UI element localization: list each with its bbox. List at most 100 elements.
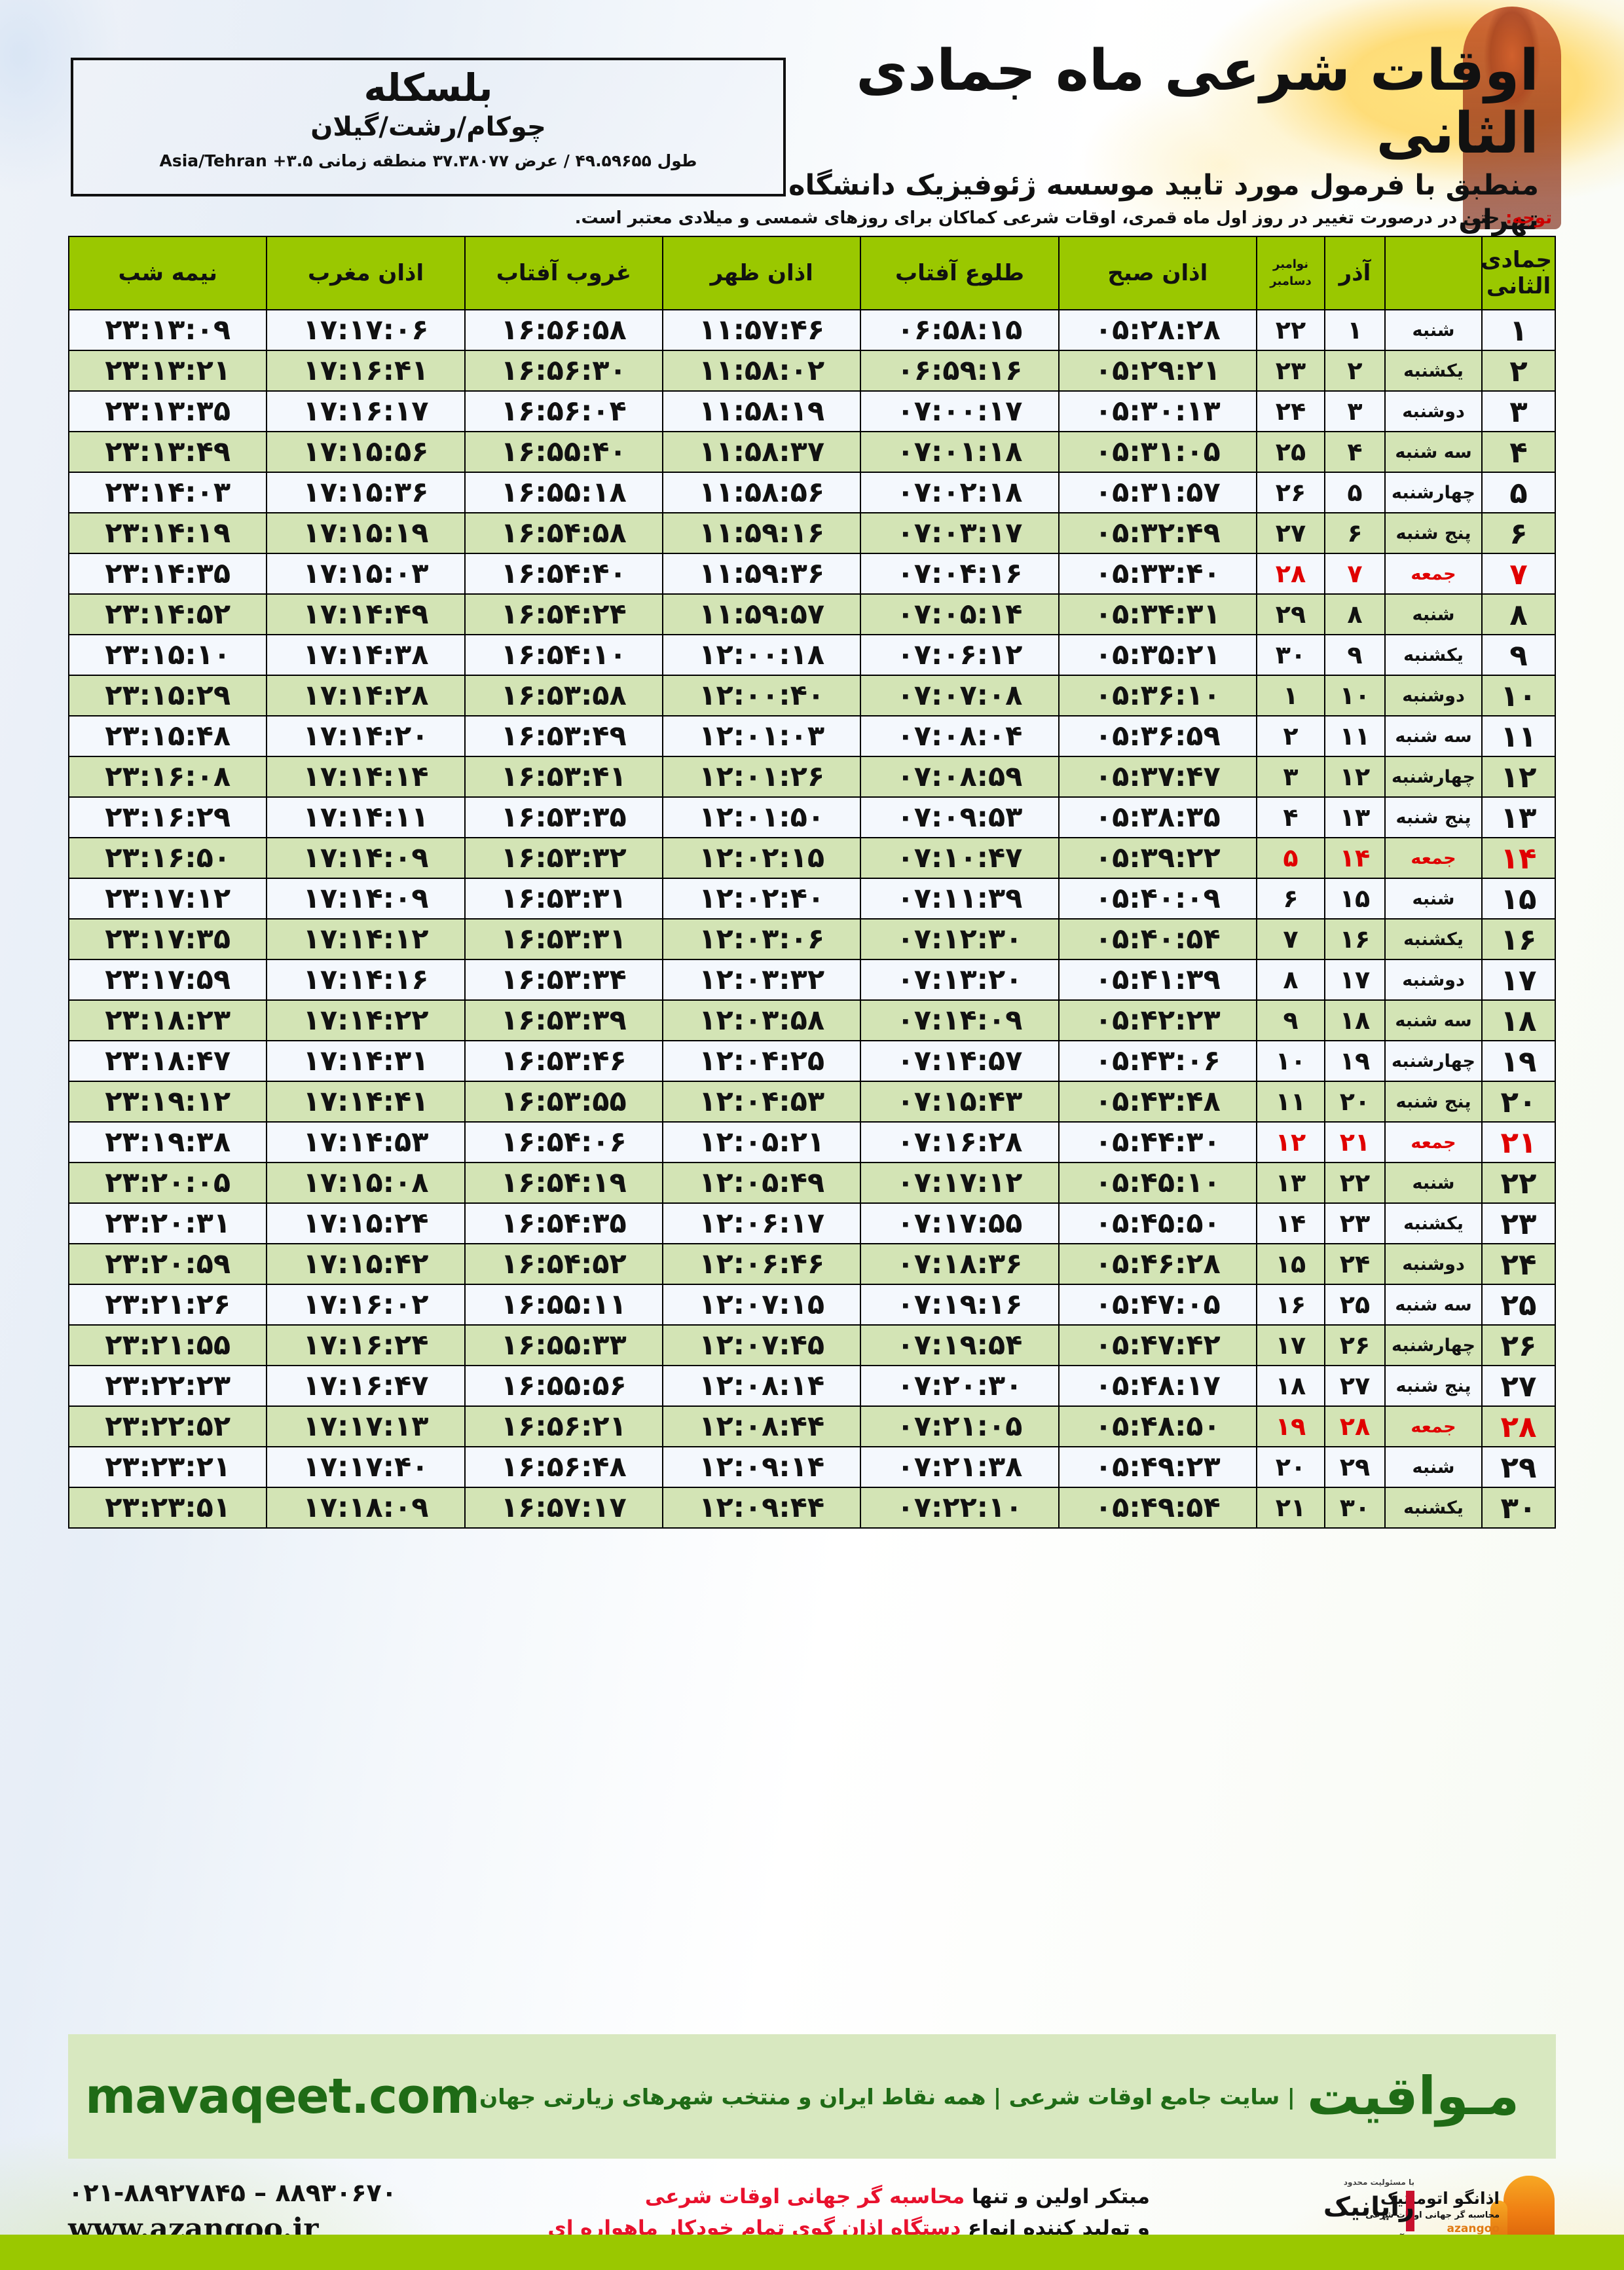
- site-banner: مـواقیت | سایت جامع اوقات شرعی | همه نقا…: [68, 2034, 1556, 2159]
- table-row: ۴ سه شنبه ۴ ۲۵ ۰۵:۳۱:۰۵ ۰۷:۰۱:۱۸ ۱۱:۵۸:۳۷ ۱۶:۵۵…: [67, 431, 1556, 473]
- cell-sunset: ۱۶:۵۴:۵۸: [464, 512, 664, 554]
- cell-weekday: پنج شنبه: [1384, 796, 1483, 838]
- table-row: ۱۴ جمعه ۱۴ ۵ ۰۵:۳۹:۲۲ ۰۷:۱۰:۴۷ ۱۲:۰۲:۱۵ ۱۶:۵۳:۳…: [67, 837, 1556, 879]
- cell-weekday: سه شنبه: [1384, 999, 1483, 1041]
- cell-midnight: ۲۳:۲۳:۲۱: [67, 1446, 268, 1488]
- table-row: ۸ شنبه ۸ ۲۹ ۰۵:۳۴:۳۱ ۰۷:۰۵:۱۴ ۱۱:۵۹:۵۷ ۱۶:۵۴:۲۴…: [67, 593, 1556, 635]
- cell-sunset: ۱۶:۵۶:۴۸: [464, 1446, 664, 1488]
- cell-fajr: ۰۵:۴۷:۴۲: [1058, 1324, 1258, 1366]
- cell-midnight: ۲۳:۲۰:۳۱: [67, 1202, 268, 1244]
- cell-fajr: ۰۵:۳۵:۲۱: [1058, 634, 1258, 676]
- cell-weekday: جمعه: [1384, 1405, 1483, 1447]
- cell-azar-day: ۱۴: [1324, 837, 1386, 879]
- cell-weekday: شنبه: [1384, 309, 1483, 351]
- cell-midnight: ۲۳:۱۹:۱۲: [67, 1081, 268, 1123]
- cell-weekday: چهارشنبه: [1384, 1040, 1483, 1082]
- cell-midnight: ۲۳:۲۲:۵۲: [67, 1405, 268, 1447]
- cell-sunrise: ۰۷:۱۱:۳۹: [860, 878, 1060, 920]
- cell-maghrib: ۱۷:۱۷:۴۰: [266, 1446, 466, 1488]
- cell-maghrib: ۱۷:۱۶:۴۷: [266, 1365, 466, 1407]
- table-row: ۱۱ سه شنبه ۱۱ ۲ ۰۵:۳۶:۵۹ ۰۷:۰۸:۰۴ ۱۲:۰۱:۰۳ ۱۶:۵…: [67, 715, 1556, 757]
- cell-midnight: ۲۳:۱۴:۰۳: [67, 472, 268, 513]
- cell-fajr: ۰۵:۴۶:۲۸: [1058, 1243, 1258, 1285]
- cell-sunrise: ۰۷:۰۲:۱۸: [860, 472, 1060, 513]
- cell-midnight: ۲۳:۲۲:۲۳: [67, 1365, 268, 1407]
- cell-sunset: ۱۶:۵۳:۳۲: [464, 837, 664, 879]
- cell-azar-day: ۲۶: [1324, 1324, 1386, 1366]
- cell-sunrise: ۰۷:۰۱:۱۸: [860, 431, 1060, 473]
- cell-midnight: ۲۳:۲۱:۵۵: [67, 1324, 268, 1366]
- cell-weekday: یکشنبه: [1384, 1202, 1483, 1244]
- cell-midnight: ۲۳:۱۴:۵۲: [67, 593, 268, 635]
- cell-gregorian-day: ۲۹: [1256, 593, 1325, 635]
- cell-fajr: ۰۵:۴۸:۱۷: [1058, 1365, 1258, 1407]
- cell-maghrib: ۱۷:۱۷:۱۳: [266, 1405, 466, 1447]
- cell-hijri-day: ۱۳: [1481, 796, 1556, 838]
- azangoo-logo: اذانگو اتوماتیک محاسبه گر جهانی اوقات شر…: [1365, 2174, 1556, 2252]
- cell-dhuhr: ۱۲:۰۱:۵۰: [662, 796, 862, 838]
- table-row: ۲۹ شنبه ۲۹ ۲۰ ۰۵:۴۹:۲۳ ۰۷:۲۱:۳۸ ۱۲:۰۹:۱۴ ۱۶:۵۶:…: [67, 1446, 1556, 1488]
- cell-dhuhr: ۱۲:۰۲:۴۰: [662, 878, 862, 920]
- cell-azar-day: ۳: [1324, 390, 1386, 432]
- table-row: ۱ شنبه ۱ ۲۲ ۰۵:۲۸:۲۸ ۰۶:۵۸:۱۵ ۱۱:۵۷:۴۶ ۱۶:۵۶:۵۸…: [67, 309, 1556, 351]
- cell-azar-day: ۱۶: [1324, 918, 1386, 960]
- site-tagline: | سایت جامع اوقات شرعی | همه نقاط ایران …: [479, 2083, 1295, 2110]
- cell-dhuhr: ۱۲:۰۸:۴۴: [662, 1405, 862, 1447]
- cell-fajr: ۰۵:۳۲:۴۹: [1058, 512, 1258, 554]
- cell-sunset: ۱۶:۵۳:۴۶: [464, 1040, 664, 1082]
- cell-hijri-day: ۱: [1481, 309, 1556, 351]
- cell-sunrise: ۰۷:۱۶:۲۸: [860, 1121, 1060, 1163]
- cell-gregorian-day: ۱: [1256, 675, 1325, 716]
- cell-fajr: ۰۵:۳۷:۴۷: [1058, 756, 1258, 798]
- col-header-dhuhr: اذان ظهر: [662, 236, 862, 310]
- cell-gregorian-day: ۲۲: [1256, 309, 1325, 351]
- cell-azar-day: ۸: [1324, 593, 1386, 635]
- cell-midnight: ۲۳:۱۷:۵۹: [67, 959, 268, 1001]
- cell-fajr: ۰۵:۴۸:۵۰: [1058, 1405, 1258, 1447]
- cell-weekday: جمعه: [1384, 837, 1483, 879]
- cell-midnight: ۲۳:۱۳:۲۱: [67, 350, 268, 392]
- footer-phone[interactable]: ۰۲۱-۸۸۹۲۷۸۴۵ – ۸۸۹۳۰۶۷۰: [68, 2178, 397, 2207]
- cell-midnight: ۲۳:۱۶:۰۸: [67, 756, 268, 798]
- table-body: ۱ شنبه ۱ ۲۲ ۰۵:۲۸:۲۸ ۰۶:۵۸:۱۵ ۱۱:۵۷:۴۶ ۱۶:۵۶:۵۸…: [67, 309, 1556, 1529]
- table-row: ۱۷ دوشنبه ۱۷ ۸ ۰۵:۴۱:۳۹ ۰۷:۱۳:۲۰ ۱۲:۰۳:۳۲ ۱۶:۵۳…: [67, 959, 1556, 1001]
- cell-hijri-day: ۲۶: [1481, 1324, 1556, 1366]
- cell-sunrise: ۰۷:۱۸:۳۶: [860, 1243, 1060, 1285]
- cell-hijri-day: ۷: [1481, 553, 1556, 595]
- cell-gregorian-day: ۲۵: [1256, 431, 1325, 473]
- cell-azar-day: ۱: [1324, 309, 1386, 351]
- cell-hijri-day: ۱۹: [1481, 1040, 1556, 1082]
- site-domain[interactable]: mavaqeet.com: [85, 2068, 480, 2125]
- cell-sunrise: ۰۷:۰۸:۵۹: [860, 756, 1060, 798]
- cell-hijri-day: ۱۷: [1481, 959, 1556, 1001]
- cell-sunrise: ۰۷:۱۷:۱۲: [860, 1162, 1060, 1204]
- table-row: ۷ جمعه ۷ ۲۸ ۰۵:۳۳:۴۰ ۰۷:۰۴:۱۶ ۱۱:۵۹:۳۶ ۱۶:۵۴:۴۰…: [67, 553, 1556, 595]
- cell-hijri-day: ۱۵: [1481, 878, 1556, 920]
- cell-fajr: ۰۵:۳۶:۱۰: [1058, 675, 1258, 716]
- cell-gregorian-day: ۱۴: [1256, 1202, 1325, 1244]
- table-row: ۲۱ جمعه ۲۱ ۱۲ ۰۵:۴۴:۳۰ ۰۷:۱۶:۲۸ ۱۲:۰۵:۲۱ ۱۶:۵۴:…: [67, 1121, 1556, 1163]
- cell-dhuhr: ۱۲:۰۰:۱۸: [662, 634, 862, 676]
- cell-sunset: ۱۶:۵۷:۱۷: [464, 1487, 664, 1529]
- footer-marketing-line-1-highlight: محاسبه گر جهانی اوقات شرعی: [644, 2185, 965, 2208]
- cell-gregorian-day: ۲: [1256, 715, 1325, 757]
- table-header: جمادی الثانی آذر نوامبر دسامبر اذان صبح …: [67, 236, 1556, 310]
- cell-sunrise: ۰۷:۱۴:۰۹: [860, 999, 1060, 1041]
- cell-midnight: ۲۳:۱۳:۴۹: [67, 431, 268, 473]
- cell-maghrib: ۱۷:۱۵:۰۳: [266, 553, 466, 595]
- cell-maghrib: ۱۷:۱۴:۴۱: [266, 1081, 466, 1123]
- cell-fajr: ۰۵:۳۱:۵۷: [1058, 472, 1258, 513]
- cell-weekday: سه شنبه: [1384, 715, 1483, 757]
- cell-azar-day: ۱۱: [1324, 715, 1386, 757]
- cell-hijri-day: ۲۴: [1481, 1243, 1556, 1285]
- cell-sunrise: ۰۶:۵۹:۱۶: [860, 350, 1060, 392]
- col-header-sunrise: طلوع آفتاب: [860, 236, 1060, 310]
- cell-dhuhr: ۱۲:۰۱:۰۳: [662, 715, 862, 757]
- cell-dhuhr: ۱۲:۰۷:۱۵: [662, 1284, 862, 1326]
- cell-gregorian-day: ۲۸: [1256, 553, 1325, 595]
- cell-sunrise: ۰۶:۵۸:۱۵: [860, 309, 1060, 351]
- cell-weekday: چهارشنبه: [1384, 756, 1483, 798]
- cell-azar-day: ۲۱: [1324, 1121, 1386, 1163]
- cell-gregorian-day: ۱۷: [1256, 1324, 1325, 1366]
- cell-azar-day: ۵: [1324, 472, 1386, 513]
